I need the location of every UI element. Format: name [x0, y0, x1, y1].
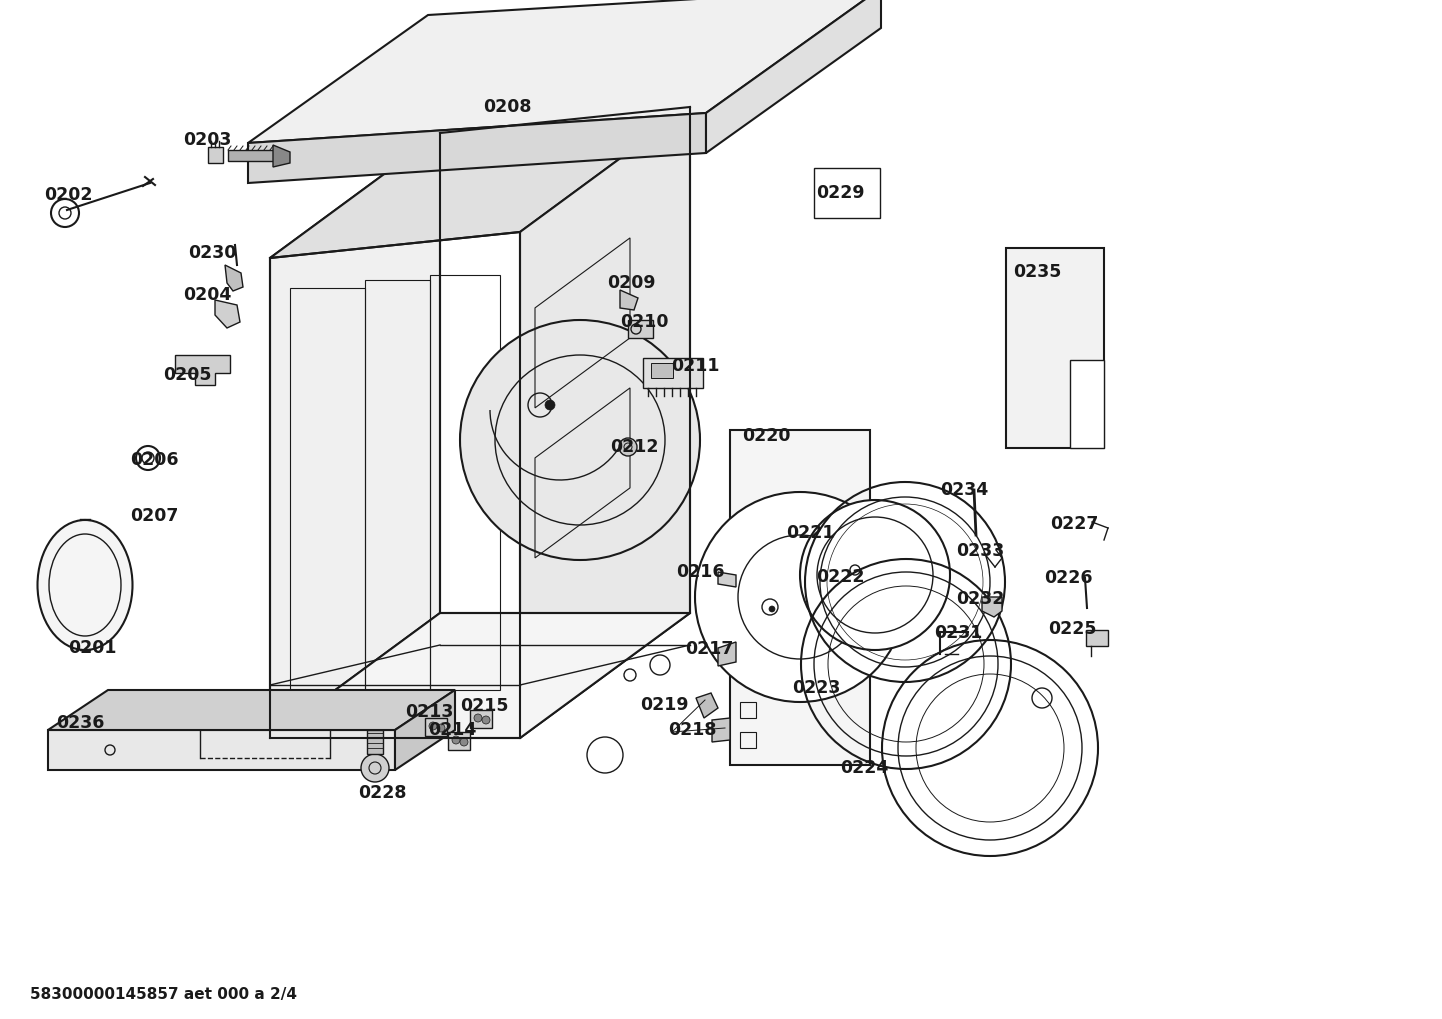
Text: 0220: 0220 — [743, 427, 790, 445]
Polygon shape — [470, 710, 492, 728]
Polygon shape — [270, 613, 691, 738]
Polygon shape — [48, 690, 456, 730]
Text: 0236: 0236 — [56, 714, 104, 732]
Text: 0229: 0229 — [816, 184, 865, 202]
Text: 0215: 0215 — [460, 697, 509, 715]
Polygon shape — [208, 147, 224, 163]
Text: 0231: 0231 — [934, 624, 982, 642]
Polygon shape — [521, 107, 691, 738]
Text: 0222: 0222 — [816, 568, 865, 586]
Polygon shape — [273, 145, 290, 167]
Text: 0214: 0214 — [428, 721, 476, 739]
Polygon shape — [395, 690, 456, 770]
Text: 0213: 0213 — [405, 703, 453, 721]
Circle shape — [50, 199, 79, 227]
Text: 0208: 0208 — [483, 98, 532, 116]
Polygon shape — [425, 718, 447, 736]
Polygon shape — [1007, 248, 1105, 448]
Circle shape — [460, 738, 469, 746]
Polygon shape — [1086, 630, 1107, 646]
Text: 0223: 0223 — [792, 679, 841, 697]
Polygon shape — [982, 597, 1002, 616]
Circle shape — [800, 500, 950, 650]
Text: 0201: 0201 — [68, 639, 117, 657]
Text: 0233: 0233 — [956, 542, 1004, 560]
Text: 0219: 0219 — [640, 696, 688, 714]
Polygon shape — [650, 363, 673, 378]
Circle shape — [437, 725, 446, 732]
Text: 0235: 0235 — [1012, 263, 1061, 281]
Circle shape — [360, 754, 389, 782]
Polygon shape — [228, 150, 275, 161]
Polygon shape — [174, 355, 231, 385]
Text: 58300000145857 aet 000 a 2/4: 58300000145857 aet 000 a 2/4 — [30, 986, 297, 1002]
Circle shape — [451, 736, 460, 744]
Polygon shape — [270, 107, 691, 258]
Text: 0203: 0203 — [183, 131, 231, 149]
Text: 0212: 0212 — [610, 438, 659, 455]
Circle shape — [695, 492, 906, 702]
Circle shape — [482, 716, 490, 725]
Polygon shape — [620, 290, 637, 310]
Polygon shape — [48, 730, 395, 770]
Ellipse shape — [37, 520, 133, 650]
Polygon shape — [248, 113, 707, 183]
Text: 0225: 0225 — [1048, 620, 1096, 638]
Text: 0216: 0216 — [676, 564, 724, 581]
Text: 0227: 0227 — [1050, 515, 1099, 533]
Text: 0224: 0224 — [841, 759, 888, 777]
Circle shape — [474, 714, 482, 722]
Circle shape — [769, 606, 774, 612]
Text: 0209: 0209 — [607, 274, 656, 292]
Text: 0228: 0228 — [358, 784, 407, 802]
Text: 0226: 0226 — [1044, 569, 1093, 587]
Polygon shape — [712, 718, 730, 742]
Polygon shape — [225, 265, 244, 291]
Polygon shape — [629, 320, 653, 338]
Polygon shape — [1070, 360, 1105, 448]
Text: 0207: 0207 — [130, 507, 179, 525]
Circle shape — [619, 438, 637, 455]
Text: 0202: 0202 — [45, 186, 92, 204]
Polygon shape — [718, 642, 735, 666]
Circle shape — [460, 320, 699, 560]
Polygon shape — [448, 732, 470, 750]
Polygon shape — [368, 730, 384, 754]
Text: 0206: 0206 — [130, 451, 179, 469]
Polygon shape — [248, 0, 881, 143]
Polygon shape — [718, 572, 735, 587]
Text: 0211: 0211 — [671, 357, 720, 375]
Text: 0217: 0217 — [685, 640, 734, 658]
Text: 0234: 0234 — [940, 481, 988, 499]
Circle shape — [545, 400, 555, 410]
Text: 0221: 0221 — [786, 524, 835, 542]
Polygon shape — [696, 693, 718, 718]
Text: 0205: 0205 — [163, 366, 212, 384]
Text: 0210: 0210 — [620, 313, 669, 331]
Polygon shape — [643, 358, 704, 388]
Text: 0204: 0204 — [183, 286, 231, 304]
Text: 0230: 0230 — [187, 244, 236, 262]
Polygon shape — [270, 133, 440, 738]
Text: 0232: 0232 — [956, 590, 1005, 608]
Polygon shape — [707, 0, 881, 153]
Text: 0218: 0218 — [668, 721, 717, 739]
Polygon shape — [730, 430, 870, 765]
Polygon shape — [215, 300, 239, 328]
Circle shape — [430, 722, 437, 730]
